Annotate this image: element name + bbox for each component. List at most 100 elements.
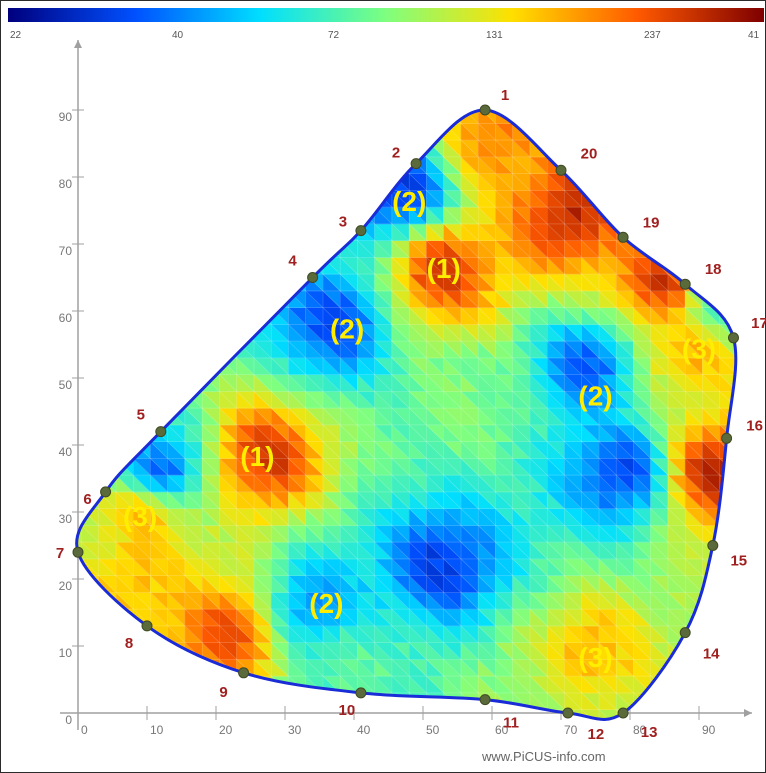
heatmap-cell: [719, 591, 736, 610]
y-tick-label: 30: [59, 512, 73, 526]
heatmap-cell: [719, 156, 736, 174]
heatmap-cell: [754, 190, 766, 207]
mesh-triangle: [288, 223, 307, 241]
heatmap-cell: [408, 122, 428, 141]
heatmap-cell: [167, 373, 186, 392]
y-tick-label: 0: [65, 713, 72, 727]
mesh-triangle: [340, 73, 357, 90]
heatmap-cell: [97, 139, 117, 158]
mesh-triangle: [132, 424, 151, 443]
heatmap-cell: [632, 156, 652, 175]
heatmap-cell: [754, 475, 766, 492]
heatmap-cell: [718, 223, 736, 242]
heatmap-cell: [719, 675, 736, 694]
mesh-triangle: [149, 675, 168, 694]
mesh-triangle: [133, 90, 150, 107]
heatmap-cell: [201, 172, 221, 191]
heatmap-cell: [357, 90, 374, 107]
mesh-triangle: [149, 659, 168, 677]
heatmap-cell: [737, 576, 754, 593]
mesh-triangle: [149, 307, 168, 326]
heatmap-cell: [97, 307, 117, 326]
heatmap-cell: [718, 139, 736, 158]
mesh-triangle: [80, 273, 99, 292]
heatmap-cell: [409, 90, 426, 107]
heatmap-cell: [201, 357, 220, 376]
mesh-triangle: [202, 73, 219, 90]
heatmap-cell: [391, 109, 410, 124]
mesh-triangle: [98, 641, 117, 660]
heatmap-cell: [149, 240, 168, 259]
heatmap-cell: [132, 139, 152, 158]
heatmap-cell: [218, 206, 237, 225]
mesh-triangle: [270, 709, 289, 720]
mesh-triangle: [132, 173, 151, 192]
heatmap-cell: [718, 575, 736, 594]
heatmap-cell: [97, 223, 117, 242]
heatmap-cell: [115, 139, 134, 158]
heatmap-cell: [97, 357, 117, 376]
mesh-triangle: [304, 206, 324, 225]
heatmap-cell: [737, 475, 754, 492]
mesh-triangle: [409, 73, 426, 90]
mesh-triangle: [289, 73, 306, 90]
heatmap-cell: [737, 492, 754, 509]
heatmap-cell: [530, 90, 547, 107]
heatmap-cell: [76, 558, 83, 576]
heatmap-cell: [719, 708, 736, 720]
heatmap-cell: [132, 709, 151, 720]
heatmap-cell: [461, 73, 478, 90]
heatmap-cell: [684, 256, 704, 275]
heatmap-cell: [478, 90, 495, 107]
heatmap-cell: [633, 189, 652, 208]
heatmap-cell: [115, 257, 134, 275]
heatmap-cell: [132, 323, 152, 342]
mesh-triangle: [150, 223, 169, 241]
heatmap-cell: [702, 156, 721, 174]
mesh-triangle: [322, 190, 341, 208]
heatmap-cell: [80, 642, 99, 661]
mesh-triangle: [76, 123, 82, 141]
heatmap-cell: [201, 306, 221, 325]
heatmap-cell: [115, 256, 134, 275]
heatmap-cell: [218, 273, 237, 292]
heatmap-cell: [149, 324, 168, 342]
heatmap-cell: [184, 109, 203, 125]
heatmap-cell: [754, 559, 766, 576]
mesh-triangle: [80, 190, 99, 208]
heatmap-cell: [633, 109, 652, 124]
heatmap-cell: [668, 73, 685, 90]
heatmap-cell: [115, 290, 134, 309]
heatmap-cell: [115, 273, 134, 292]
heatmap-cell: [340, 90, 357, 107]
heatmap-cell: [632, 139, 652, 158]
mesh-triangle: [201, 324, 220, 342]
heatmap-cell: [754, 190, 766, 207]
heatmap-cell: [80, 659, 99, 677]
mesh-triangle: [218, 257, 237, 275]
heatmap-cell: [270, 139, 290, 158]
heatmap-cell: [737, 643, 754, 660]
heatmap-cell: [97, 391, 117, 409]
mesh-triangle: [97, 692, 117, 711]
heatmap-cell: [408, 109, 428, 124]
heatmap-cell: [322, 109, 341, 125]
heatmap-cell: [76, 206, 82, 225]
heatmap-cell: [304, 139, 324, 158]
heatmap-cell: [166, 206, 186, 225]
heatmap-cell: [115, 441, 134, 460]
heatmap-cell: [218, 223, 237, 242]
heatmap-cell: [340, 73, 357, 90]
mesh-triangle: [270, 206, 289, 225]
heatmap-cell: [737, 458, 754, 475]
mesh-triangle: [97, 340, 117, 359]
heatmap-cell: [80, 608, 99, 627]
mesh-triangle: [115, 139, 134, 158]
heatmap-cell: [718, 508, 736, 527]
heatmap-cell: [667, 675, 686, 694]
heatmap-cell: [201, 256, 221, 275]
mesh-triangle: [322, 206, 341, 225]
mesh-triangle: [201, 189, 221, 208]
mesh-triangle: [219, 223, 238, 241]
heatmap-cell: [270, 123, 289, 141]
